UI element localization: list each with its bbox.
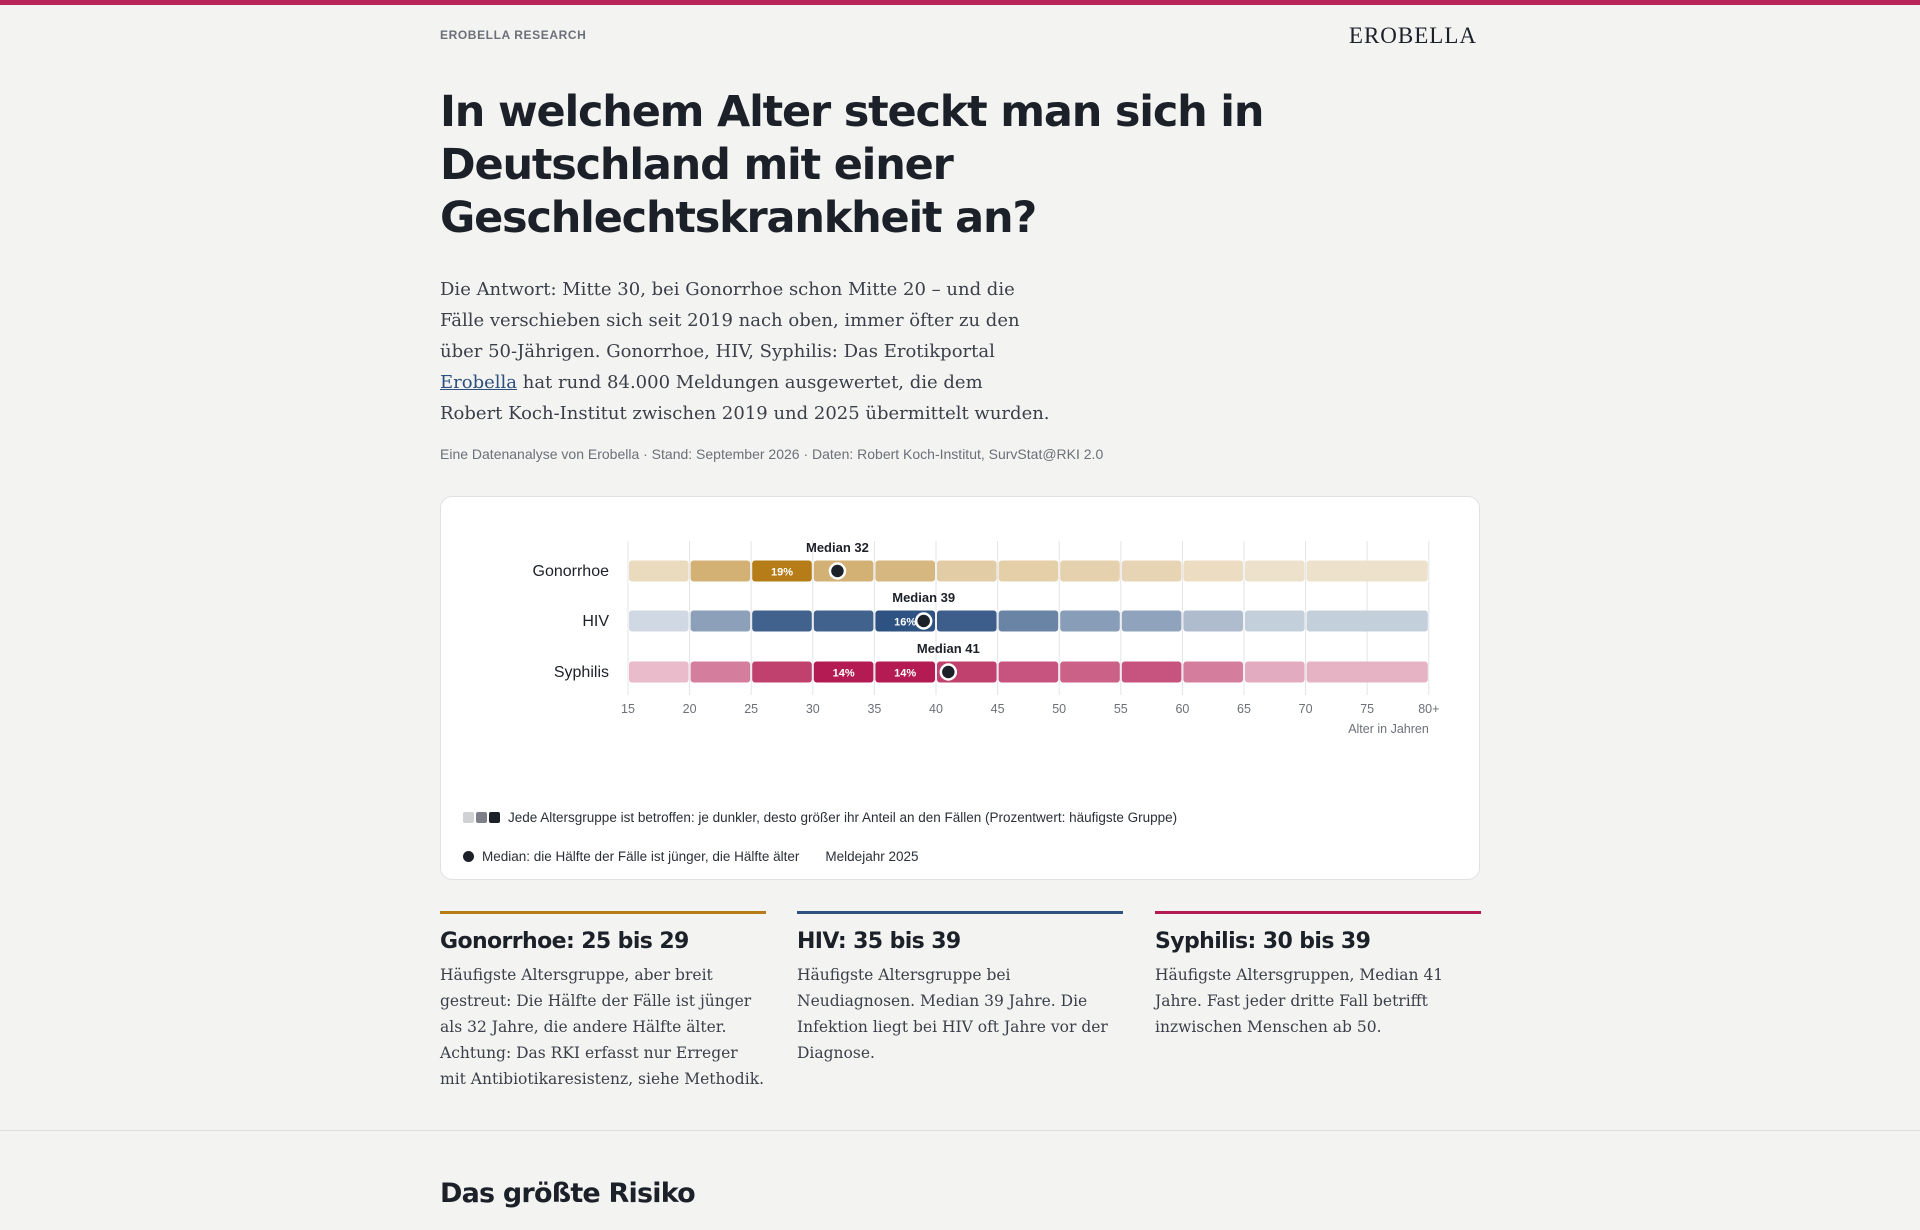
heatmap-cell <box>875 560 935 582</box>
fact-heading: Syphilis: 30 bis 39 <box>1155 929 1371 954</box>
x-tick-label: 30 <box>806 702 820 716</box>
heatmap-cell <box>690 661 751 683</box>
median-label: Median 39 <box>892 590 955 605</box>
median-label: Median 32 <box>806 540 869 555</box>
heatmap-cell <box>629 560 689 582</box>
heatmap-cell <box>1121 560 1182 582</box>
heatmap-cell <box>1121 610 1182 632</box>
median-marker <box>914 612 933 630</box>
legend-shading-text: Jede Altersgruppe ist betroffen: je dunk… <box>508 810 1178 825</box>
heatmap-cell <box>752 661 812 683</box>
heatmap-cell <box>1245 610 1305 632</box>
heatmap-cell <box>1060 560 1120 582</box>
x-tick-label: 45 <box>991 702 1005 716</box>
fact-rule <box>440 911 766 914</box>
fact-hiv: HIV: 35 bis 39 Häufigste Altersgruppe be… <box>797 911 1123 1066</box>
heatmap-cell <box>813 610 874 632</box>
chart-card: 15 20 25 30 35 40 45 50 55 60 65 70 75 80+ Alter in Ja… <box>440 496 1480 880</box>
heatmap-cell <box>813 661 874 683</box>
fact-rule <box>1155 911 1481 914</box>
x-axis-label: Alter in Jahren <box>1348 722 1429 736</box>
age-heatmap-chart: 15 20 25 30 35 40 45 50 55 60 65 70 75 80+ Alter in Ja… <box>533 540 1440 736</box>
logo[interactable]: EROBELLA <box>1348 23 1477 48</box>
kicker: EROBELLA RESEARCH <box>440 28 587 42</box>
heatmap-cell <box>629 661 689 683</box>
median-marker <box>939 663 958 681</box>
heatmap-cell <box>1183 610 1243 632</box>
row-label: HIV <box>582 613 609 630</box>
heatmap-cell <box>1121 661 1182 683</box>
row-label: Gonorrhoe <box>533 563 610 580</box>
x-tick-label: 20 <box>683 702 697 716</box>
heatmap-cell <box>752 610 812 632</box>
heatmap-cell <box>998 661 1059 683</box>
page-title: In welchem Alter steckt man sich in Deut… <box>440 87 1264 243</box>
heatmap-cell <box>1306 610 1428 632</box>
heatmap-cell <box>629 610 689 632</box>
x-tick-label: 60 <box>1175 702 1189 716</box>
heatmap-cell <box>690 560 751 582</box>
peak-percent-label: 19% <box>771 567 793 579</box>
heatmap-cell <box>690 610 751 632</box>
x-tick-label: 25 <box>744 702 758 716</box>
heatmap-cell <box>937 610 997 632</box>
peak-percent-label: 14% <box>833 668 855 680</box>
x-tick-label: 80+ <box>1418 702 1439 716</box>
site-header: EROBELLA RESEARCH EROBELLA <box>440 23 1480 49</box>
top-accent-bar <box>0 0 1920 5</box>
heatmap-cell <box>1245 560 1305 582</box>
section-title: Das größte Risiko <box>440 1178 696 1209</box>
erobella-link[interactable]: Erobella <box>440 372 518 393</box>
median-label: Median 41 <box>917 641 980 656</box>
x-tick-label: 40 <box>929 702 943 716</box>
legend-shading: Jede Altersgruppe ist betroffen: je dunk… <box>463 810 1177 825</box>
x-tick-label: 15 <box>621 702 635 716</box>
fact-text: Häufigste Altersgruppen, Median 41 Jahre… <box>1155 966 1444 1036</box>
heatmap-cell <box>998 560 1059 582</box>
heatmap-cell <box>1245 661 1305 683</box>
peak-percent-label: 14% <box>894 668 916 680</box>
heatmap-cell <box>1183 661 1243 683</box>
legend-swatch-light <box>463 812 474 823</box>
median-marker <box>828 562 847 580</box>
legend-year-text: Meldejahr 2025 <box>825 849 919 864</box>
lede: Die Antwort: Mitte 30, bei Gonorrhoe sch… <box>440 274 1050 429</box>
median-dot-icon <box>463 851 474 862</box>
heatmap-cell <box>875 661 935 683</box>
x-tick-label: 50 <box>1052 702 1066 716</box>
row-label: Syphilis <box>554 664 609 681</box>
legend-median: Median: die Hälfte der Fälle ist jünger,… <box>463 849 919 864</box>
heatmap-cell <box>752 560 812 582</box>
heatmap-cell <box>937 560 997 582</box>
legend-median-text: Median: die Hälfte der Fälle ist jünger,… <box>482 849 800 864</box>
x-tick-label: 75 <box>1360 702 1374 716</box>
peak-percent-label: 16% <box>894 617 916 629</box>
byline: Eine Datenanalyse von Erobella · Stand: … <box>440 446 1104 462</box>
legend-swatch-mid <box>476 812 487 823</box>
heatmap-cell <box>1306 661 1428 683</box>
heatmap-cell <box>1060 661 1120 683</box>
fact-heading: Gonorrhoe: 25 bis 29 <box>440 929 689 954</box>
x-tick-label: 65 <box>1237 702 1251 716</box>
heatmap-cell <box>1183 560 1243 582</box>
heatmap-cell <box>1060 610 1120 632</box>
lede-text-1: Die Antwort: Mitte 30, bei Gonorrhoe sch… <box>440 279 1020 362</box>
fact-syphilis: Syphilis: 30 bis 39 Häufigste Altersgrup… <box>1155 911 1481 1040</box>
lede-text-2: hat rund 84.000 Meldungen ausgewertet, d… <box>440 372 1050 424</box>
heatmap-cell <box>998 610 1059 632</box>
heatmap-cell <box>1306 560 1428 582</box>
fact-gonorrhoe: Gonorrhoe: 25 bis 29 Häufigste Altersgru… <box>440 911 766 1092</box>
fact-text: Häufigste Altersgruppe bei Neudiagnosen.… <box>797 966 1108 1062</box>
x-tick-label: 70 <box>1299 702 1313 716</box>
fact-rule <box>797 911 1123 914</box>
fact-text: Häufigste Altersgruppe, aber breit gestr… <box>440 966 765 1088</box>
x-tick-label: 35 <box>867 702 881 716</box>
legend-swatch-dark <box>489 812 500 823</box>
section-divider <box>0 1130 1920 1131</box>
x-tick-label: 55 <box>1114 702 1128 716</box>
fact-heading: HIV: 35 bis 39 <box>797 929 961 954</box>
